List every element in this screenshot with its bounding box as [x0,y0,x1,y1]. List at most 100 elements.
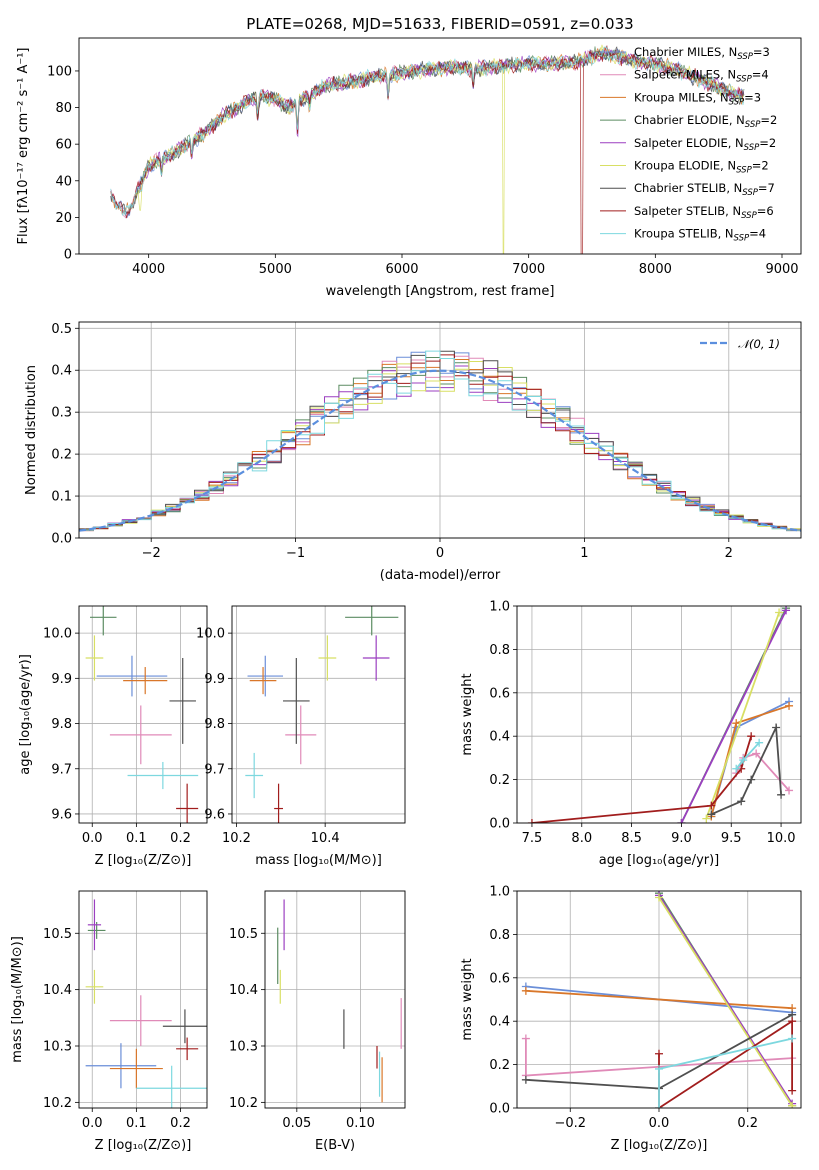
weight-line-kroupa-miles [525,989,793,1010]
y-tick-label: 10.4 [43,983,72,998]
plot-area [527,606,794,823]
axes-frame [78,321,802,539]
weight-marker [677,819,686,823]
x-tick-label: −2 [142,546,161,561]
y-tick-label: 0.8 [489,643,510,658]
y-tick-label: 10.5 [229,927,258,942]
x-tick-label: 0.10 [346,1116,375,1131]
x-tick-label: 0.1 [126,831,147,846]
weight-marker [707,801,716,810]
legend-entry: Kroupa STELIB, NSSP=4 [634,227,766,244]
mass-vs-ebv-panel: 0.05 0.10 10.2 10.3 10.4 10.5 E(B-V) [229,890,406,1153]
weight-marker [655,1064,663,1073]
y-tick-label: 0.5 [51,322,72,337]
weight-marker [777,790,786,799]
x-tick-label: 9000 [765,262,798,277]
y-axis-label: mass weight [460,958,475,1040]
weight-vs-age-panel: 7.5 8.0 8.5 9.0 9.5 10.0 0.0 0.2 0.4 0.6 0.8 1.0 age… [460,600,802,868]
weight-marker [655,1049,663,1058]
x-tick-label: 0.0 [82,831,103,846]
weight-marker [772,723,781,732]
x-tick-label: 0.0 [82,1116,103,1131]
weight-marker [732,719,741,728]
y-tick-label: 9.6 [204,807,225,822]
weight-marker [702,814,711,823]
histogram-kroupa-elodie [79,361,801,530]
plot-area [521,891,797,1108]
y-tick-label: 9.7 [51,762,72,777]
legend-entry: Chabrier ELODIE, NSSP=2 [634,113,777,130]
y-tick-label: 0.4 [489,730,510,745]
y-tick-label: 0.0 [489,1102,510,1117]
legend-entry: Kroupa MILES, NSSP=3 [634,90,761,107]
legend-entry: Kroupa ELODIE, NSSP=2 [634,159,769,176]
legend-entry: Salpeter MILES, NSSP=4 [634,68,769,85]
y-tick-label: 10.0 [196,627,225,642]
axes-frame [78,890,208,1109]
weight-marker [788,1034,797,1043]
y-tick-label: 1.0 [489,885,510,900]
y-tick-label: 9.6 [51,807,72,822]
weight-marker [732,764,741,773]
weight-marker [782,606,791,615]
x-axis-label: mass [log₁₀(M/M⊙)] [255,853,382,868]
weight-marker [707,810,716,819]
x-tick-label: 0.05 [282,1116,311,1131]
plot-area [277,899,402,1103]
grid [232,606,405,823]
y-tick-label: 0.0 [489,817,510,832]
y-tick-label: 0.2 [489,1058,510,1073]
x-tick-label: 7000 [512,262,545,277]
y-tick-label: 40 [55,174,72,189]
weight-marker [739,756,748,765]
grid [79,891,207,1108]
weight-line-salpeter-elodie [680,609,787,823]
weight-marker [747,775,756,784]
y-tick-label: 0.6 [489,686,510,701]
y-axis-label: mass [log₁₀(M/M⊙)] [10,936,25,1063]
weight-marker [521,986,530,995]
weight-marker [521,1075,530,1084]
weight-line-kroupa-elodie [705,612,780,819]
axes: 10.2 10.4 9.6 9.7 9.8 9.9 10.0 mass [log₁₀(M/M⊙… [196,605,406,868]
weight-marker [527,819,536,823]
age-vs-z-panel: 0.0 0.1 0.2 9.6 9.7 9.8 9.9 10.0 Z [log₁₀(Z/Z⊙)]… [18,605,208,868]
axes-frame [231,605,406,824]
x-axis-label: Z [log₁₀(Z/Z⊙)] [95,853,192,868]
legend-entry: Salpeter ELODIE, NSSP=2 [634,136,776,153]
grid [517,605,801,824]
x-tick-label: −1 [286,546,305,561]
y-tick-label: 0.4 [51,364,72,379]
x-tick-label: 9.0 [671,831,692,846]
weight-marker [788,1017,797,1026]
y-tick-label: 0 [64,248,72,263]
x-tick-label: −0.2 [554,1116,586,1131]
weight-marker [737,797,746,806]
axes: −0.2 0.0 0.2 0.0 0.2 0.4 0.6 0.8 1.0 Z [log₁₀(Z/Z… [460,885,802,1153]
axes-frame [516,890,802,1109]
mass-vs-z-panel: 0.0 0.1 0.2 10.2 10.3 10.4 10.5 Z [log₁₀(Z/Z⊙)]… [10,890,208,1153]
y-tick-label: 0.6 [489,971,510,986]
weight-marker [752,749,761,758]
plot-area [85,899,207,1108]
axes: 0.05 0.10 10.2 10.3 10.4 10.5 E(B-V) [229,890,406,1153]
y-tick-label: 0.3 [51,406,72,421]
x-tick-label: 0.1 [126,1116,147,1131]
legend-entry: Chabrier MILES, NSSP=3 [634,45,770,62]
weight-vs-z-panel: −0.2 0.0 0.2 0.0 0.2 0.4 0.6 0.8 1.0 Z [log₁₀(Z/Z… [460,885,802,1153]
weight-marker [755,738,764,747]
y-tick-label: 0.2 [489,773,510,788]
x-axis-label: Z [log₁₀(Z/Z⊙)] [95,1138,192,1153]
spectrum-legend: Chabrier MILES, NSSP=3 Salpeter MILES, NS… [600,45,777,244]
axes-frame [264,890,406,1109]
y-axis-label: mass weight [460,673,475,755]
plot-area [85,606,199,823]
y-axis-label: Flux [fλ10⁻¹⁷ erg cm⁻² s⁻¹ A⁻¹] [16,48,31,245]
plot-area [79,350,801,532]
y-tick-label: 60 [55,138,72,153]
y-axis-label: age [log₁₀(age/yr)] [18,654,33,775]
x-tick-label: 9.5 [721,831,742,846]
x-axis-label: wavelength [Angstrom, rest frame] [326,284,555,299]
x-tick-label: 8.5 [621,831,642,846]
